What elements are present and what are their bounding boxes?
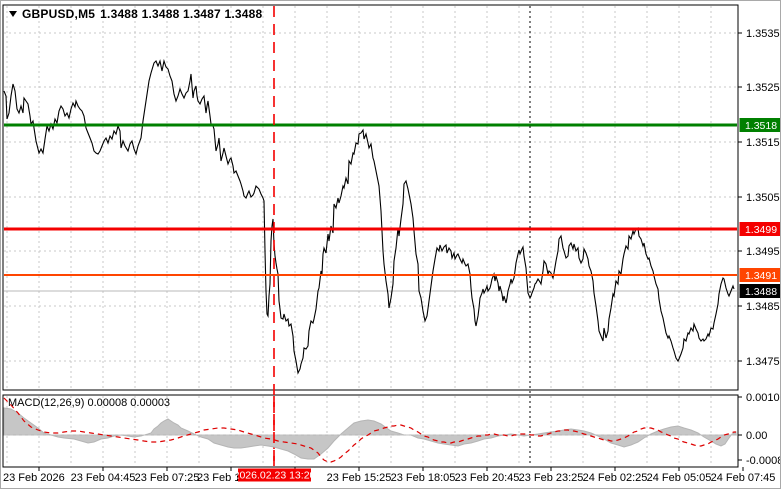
y-axis-label: 1.3535 bbox=[746, 28, 780, 40]
price-badge-support bbox=[739, 268, 780, 282]
x-axis-label: 23 Feb 04:45 bbox=[71, 472, 136, 484]
macd-indicator-label: MACD(12,26,9) 0.00008 0.00003 bbox=[8, 397, 171, 409]
price-badge-current-price bbox=[739, 284, 780, 298]
y-axis-label: 1.3505 bbox=[746, 192, 780, 204]
macd-axis-label: -0.0008 bbox=[746, 455, 781, 467]
price-badge-label-current-price: 1.3488 bbox=[745, 286, 777, 298]
macd-signal-line bbox=[3, 397, 736, 463]
y-axis-label: 1.3495 bbox=[746, 246, 780, 258]
x-axis-label: 23 Feb 23:25 bbox=[519, 472, 584, 484]
symbol-period-label: GBPUSD,M5 bbox=[22, 7, 96, 21]
x-axis-label: 23 Feb 20:45 bbox=[455, 472, 520, 484]
ohlc-values-label: 1.3488 1.3488 1.3487 1.3488 bbox=[100, 7, 263, 21]
y-axis-label: 1.3525 bbox=[746, 82, 780, 94]
y-axis-label: 1.3475 bbox=[746, 356, 780, 368]
price-badge-label-resistance-upper: 1.3518 bbox=[745, 120, 777, 132]
x-axis-label: 23 Feb 1 bbox=[197, 472, 240, 484]
price-badge-label-resistance: 1.3499 bbox=[745, 224, 777, 236]
price-line bbox=[3, 58, 735, 375]
event-time-badge bbox=[238, 468, 311, 482]
x-axis-label: 24 Feb 02:25 bbox=[583, 472, 648, 484]
y-axis-label: 1.3515 bbox=[746, 137, 780, 149]
chart-dropdown-triangle-icon[interactable] bbox=[9, 11, 17, 17]
x-axis-label: 23 Feb 07:25 bbox=[135, 472, 200, 484]
x-axis-label: 23 Feb 18:05 bbox=[391, 472, 456, 484]
x-axis-label: 23 Feb 15:25 bbox=[327, 472, 392, 484]
price-badge-resistance-upper bbox=[739, 118, 780, 132]
price-badge-resistance bbox=[739, 222, 780, 236]
macd-axis-label: 0.00101 bbox=[746, 392, 781, 404]
x-axis-label: 24 Feb 07:45 bbox=[711, 472, 776, 484]
price-badge-label-support: 1.3491 bbox=[745, 270, 777, 282]
event-time-badge-label: 2026.02.23 13:20 bbox=[234, 470, 316, 482]
x-axis-label: 23 Feb 2026 bbox=[3, 472, 65, 484]
x-axis-label: 24 Feb 05:05 bbox=[647, 472, 712, 484]
chart-title: GBPUSD,M5 1.3488 1.3488 1.3487 1.3488 bbox=[9, 7, 262, 21]
macd-axis-label: 0.00 bbox=[746, 430, 767, 442]
y-axis-label: 1.3485 bbox=[746, 301, 780, 313]
